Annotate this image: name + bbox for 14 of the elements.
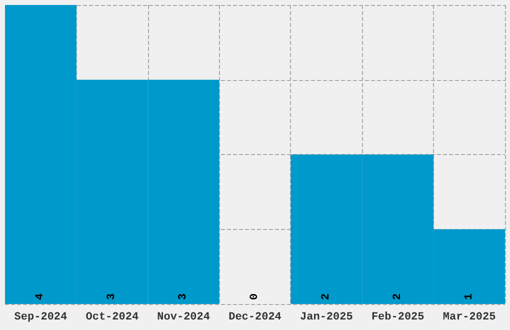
x-tick-label: Dec-2024 (228, 312, 282, 324)
x-tick-label: Nov-2024 (157, 312, 210, 324)
data-label: 3 (106, 293, 118, 300)
data-label: 0 (249, 293, 261, 300)
x-tick-label: Oct-2024 (86, 312, 139, 324)
data-label: 4 (34, 293, 47, 300)
data-label: 2 (320, 293, 332, 300)
x-tick-label: Feb-2025 (371, 312, 425, 324)
x-tick-label: Sep-2024 (14, 312, 68, 324)
data-label: 1 (463, 293, 476, 300)
data-label: 2 (392, 293, 404, 300)
x-tick-label: Jan-2025 (300, 312, 354, 324)
x-tick-label: Mar-2025 (442, 312, 496, 324)
data-label: 3 (178, 293, 190, 300)
